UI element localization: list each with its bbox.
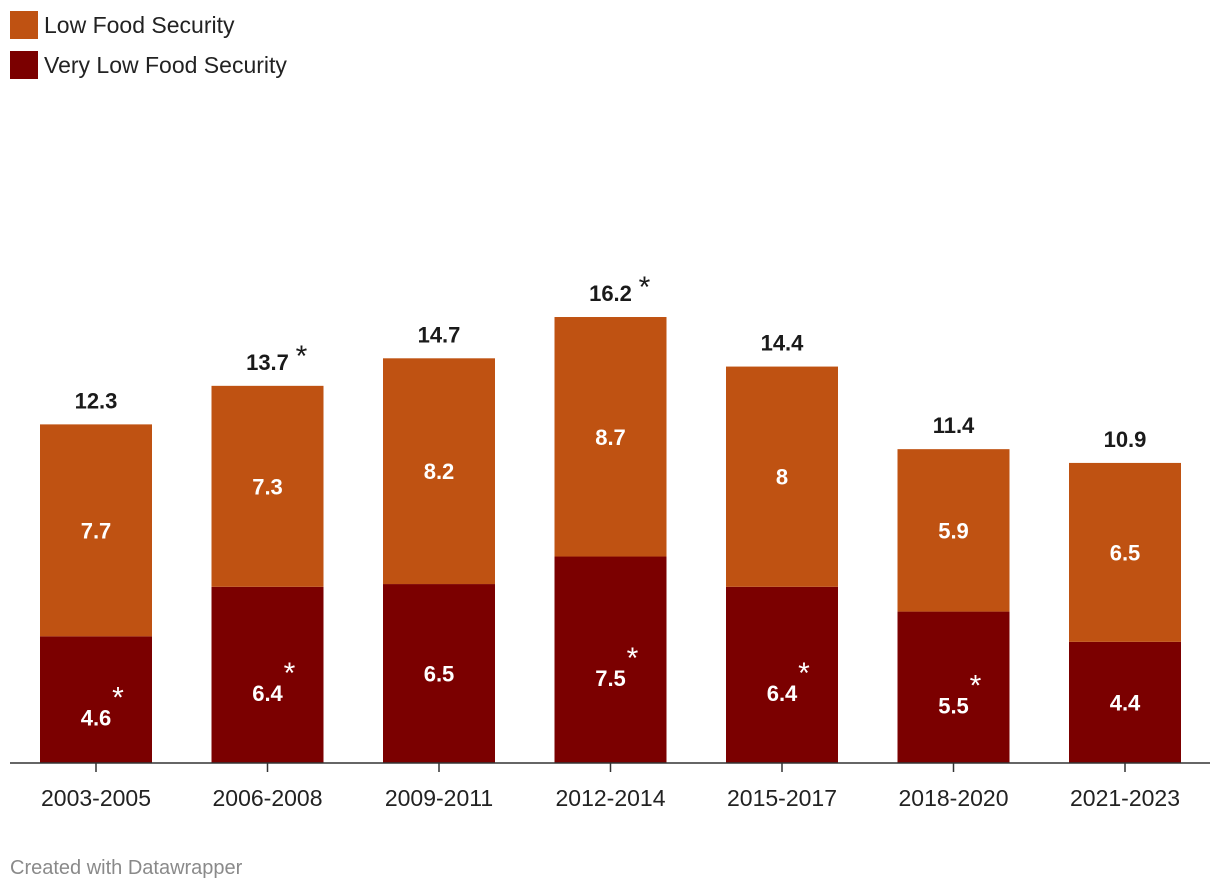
asterisk-very-low-2015-2017: * — [798, 657, 810, 690]
bar-low-2015-2017 — [726, 366, 838, 587]
bar-very-low-2012-2014 — [554, 556, 667, 763]
bar-very-low-2006-2008 — [211, 586, 324, 763]
legend-item-very-low-food-security: Very Low Food Security — [10, 50, 287, 80]
legend-label-low: Low Food Security — [44, 11, 235, 38]
data-label-low-2015-2017: 8 — [776, 465, 788, 490]
bar-very-low-2009-2011 — [383, 584, 495, 763]
total-label-2003-2005: 12.3 — [75, 388, 118, 413]
bar-low-2006-2008 — [211, 385, 324, 587]
legend-label-very-low: Very Low Food Security — [44, 51, 287, 78]
asterisk-total-2006-2008: * — [296, 340, 308, 373]
asterisk-very-low-2006-2008: * — [284, 657, 296, 690]
bar-low-2018-2020 — [897, 449, 1010, 612]
x-tick-label-2006-2008: 2006-2008 — [213, 785, 323, 811]
bar-low-2021-2023 — [1069, 462, 1181, 642]
bar-very-low-2021-2023 — [1069, 641, 1181, 763]
data-label-low-2021-2023: 6.5 — [1110, 540, 1141, 565]
asterisk-very-low-2012-2014: * — [627, 642, 639, 675]
x-tick-label-2009-2011: 2009-2011 — [385, 785, 493, 811]
data-label-very-low-2012-2014: 7.5 — [595, 666, 626, 691]
data-label-low-2009-2011: 8.2 — [424, 459, 455, 484]
total-label-2009-2011: 14.7 — [418, 322, 461, 347]
total-label-2006-2008: 13.7 — [246, 350, 289, 375]
footer-credit: Created with Datawrapper — [10, 857, 243, 879]
data-label-very-low-2006-2008: 6.4 — [252, 681, 283, 706]
total-label-2012-2014: 16.2 — [589, 281, 632, 306]
data-label-very-low-2015-2017: 6.4 — [767, 681, 798, 706]
data-label-very-low-2003-2005: 4.6 — [81, 706, 112, 731]
bar-very-low-2015-2017 — [726, 586, 838, 763]
asterisk-very-low-2003-2005: * — [112, 682, 124, 715]
data-label-low-2012-2014: 8.7 — [595, 425, 626, 450]
total-label-2018-2020: 11.4 — [933, 413, 975, 438]
x-tick-label-2018-2020: 2018-2020 — [899, 785, 1009, 811]
legend-swatch-very-low — [10, 51, 38, 79]
bar-low-2009-2011 — [383, 358, 495, 585]
data-label-very-low-2009-2011: 6.5 — [424, 662, 455, 687]
legend-swatch-low — [10, 11, 38, 39]
legend: Low Food Security Very Low Food Security — [10, 10, 287, 90]
x-tick-label-2015-2017: 2015-2017 — [727, 785, 837, 811]
data-label-low-2006-2008: 7.3 — [252, 474, 283, 499]
data-label-low-2003-2005: 7.7 — [81, 518, 112, 543]
bar-very-low-2003-2005 — [40, 636, 152, 763]
x-tick-label-2021-2023: 2021-2023 — [1070, 785, 1180, 811]
data-label-very-low-2021-2023: 4.4 — [1110, 690, 1141, 715]
total-label-2021-2023: 10.9 — [1104, 427, 1147, 452]
bar-very-low-2018-2020 — [897, 611, 1010, 763]
asterisk-total-2012-2014: * — [639, 271, 651, 304]
data-label-very-low-2018-2020: 5.5 — [938, 693, 969, 718]
total-label-2015-2017: 14.4 — [761, 331, 805, 356]
asterisk-very-low-2018-2020: * — [970, 669, 982, 702]
x-tick-label-2003-2005: 2003-2005 — [41, 785, 151, 811]
data-label-low-2018-2020: 5.9 — [938, 518, 969, 543]
legend-item-low-food-security: Low Food Security — [10, 10, 287, 40]
x-tick-label-2012-2014: 2012-2014 — [556, 785, 666, 811]
bar-low-2012-2014 — [554, 317, 667, 557]
bar-low-2003-2005 — [40, 424, 152, 637]
